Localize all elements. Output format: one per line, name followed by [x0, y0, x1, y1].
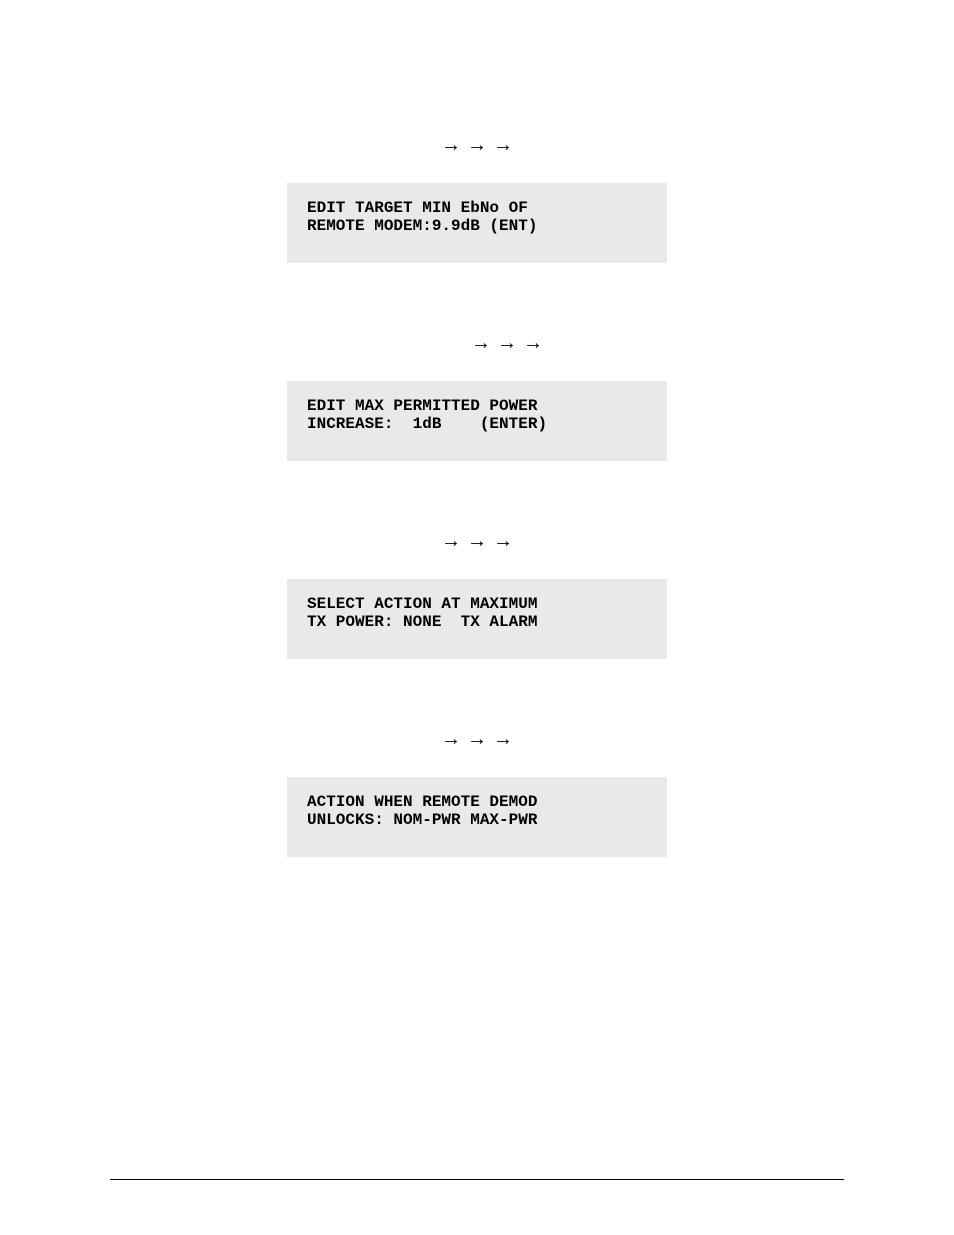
demod-unlock-breadcrumb: → → → [0, 729, 954, 749]
display-line-1: EDIT MAX PERMITTED POWER [307, 397, 537, 415]
arrow-right-icon: → [441, 729, 461, 749]
arrow-right-icon: → [467, 729, 487, 749]
arrow-right-icon: → [441, 135, 461, 155]
arrow-right-icon: → [493, 135, 513, 155]
max-power-increase-display: EDIT MAX PERMITTED POWER INCREASE: 1dB (… [287, 381, 667, 461]
arrow-right-icon: → [497, 333, 517, 353]
display-line-2: TX POWER: NONE TX ALARM [307, 613, 537, 631]
demod-unlock-display: ACTION WHEN REMOTE DEMOD UNLOCKS: NOM-PW… [287, 777, 667, 857]
arrow-right-icon: → [523, 333, 543, 353]
display-line-2: UNLOCKS: NOM-PWR MAX-PWR [307, 811, 537, 829]
arrow-right-icon: → [467, 531, 487, 551]
display-line-1: EDIT TARGET MIN EbNo OF [307, 199, 528, 217]
action-max-tx-breadcrumb: → → → [0, 531, 954, 551]
display-line-2: INCREASE: 1dB (ENTER) [307, 415, 547, 433]
display-line-2: REMOTE MODEM:9.9dB (ENT) [307, 217, 537, 235]
footer-rule [110, 1179, 844, 1180]
arrow-right-icon: → [471, 333, 491, 353]
max-power-increase-breadcrumb: → → → [0, 333, 954, 353]
ebno-breadcrumb: → → → [0, 135, 954, 155]
ebno-display: EDIT TARGET MIN EbNo OF REMOTE MODEM:9.9… [287, 183, 667, 263]
arrow-right-icon: → [493, 531, 513, 551]
arrow-right-icon: → [467, 135, 487, 155]
action-max-tx-display: SELECT ACTION AT MAXIMUM TX POWER: NONE … [287, 579, 667, 659]
display-line-1: ACTION WHEN REMOTE DEMOD [307, 793, 537, 811]
arrow-right-icon: → [493, 729, 513, 749]
display-line-1: SELECT ACTION AT MAXIMUM [307, 595, 537, 613]
arrow-right-icon: → [441, 531, 461, 551]
document-page: → → → EDIT TARGET MIN EbNo OF REMOTE MOD… [0, 0, 954, 1235]
